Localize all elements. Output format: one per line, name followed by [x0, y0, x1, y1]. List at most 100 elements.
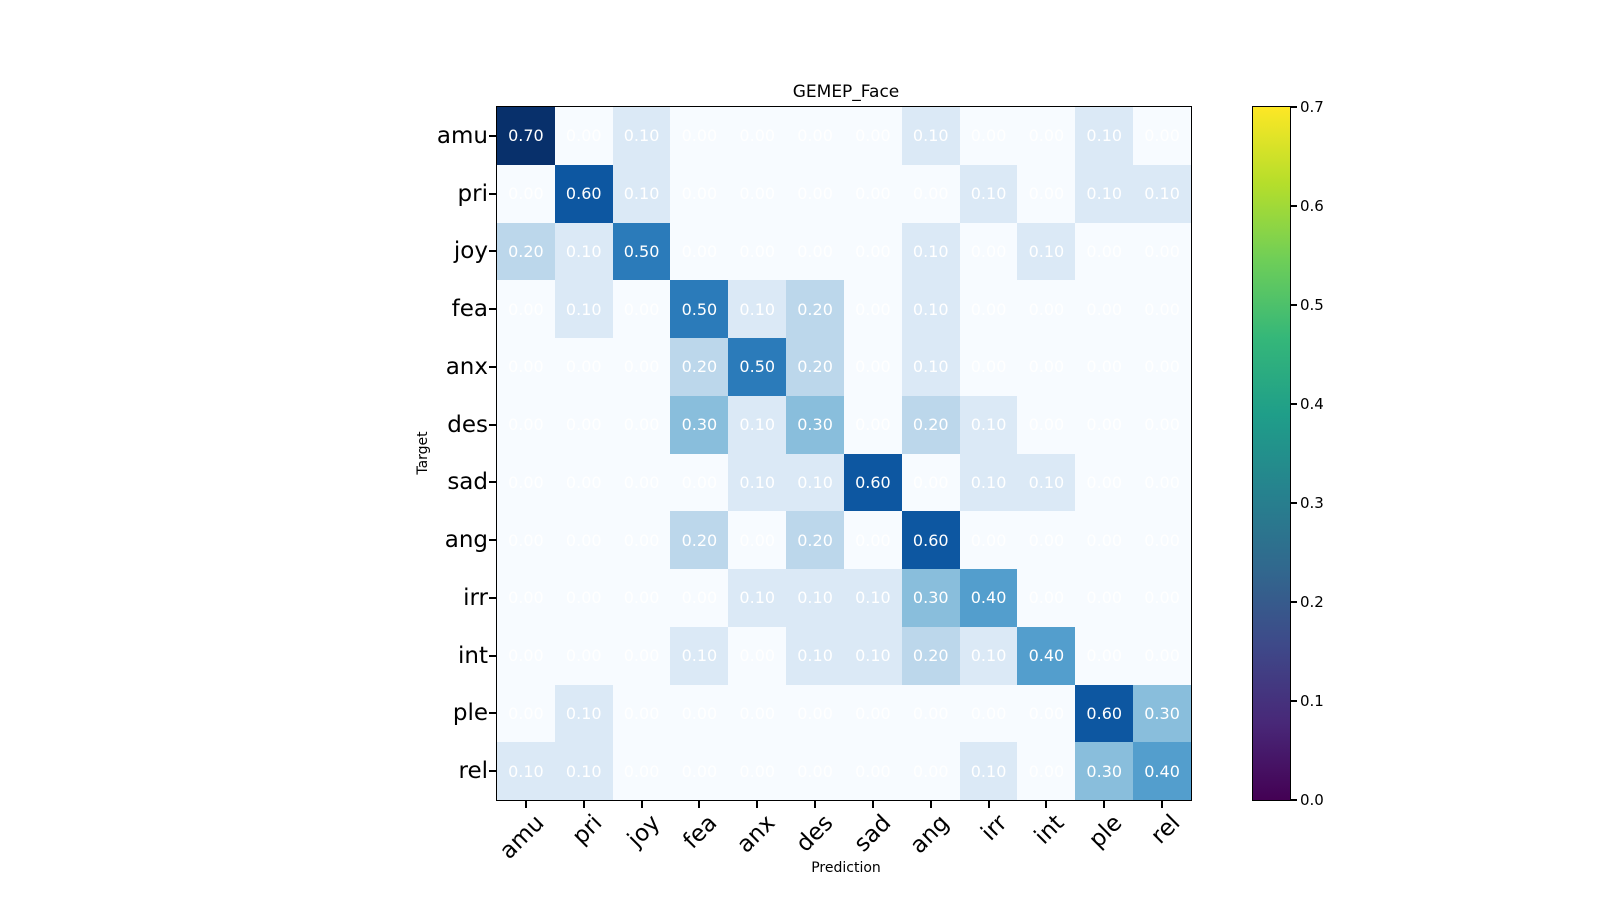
x-tick-label: pri	[567, 810, 608, 850]
heatmap-cell: 0.00	[1017, 338, 1076, 396]
heatmap-cell: 0.70	[497, 107, 555, 165]
heatmap-cell: 0.00	[1133, 569, 1191, 627]
colorbar-tick-mark	[1291, 106, 1297, 108]
heatmap-cell: 0.10	[786, 626, 844, 685]
heatmap-cell: 0.60	[1075, 684, 1134, 743]
heatmap-cell: 0.10	[786, 569, 844, 627]
y-tick-mark	[489, 596, 496, 599]
colorbar-tick-label: 0.7	[1300, 98, 1324, 116]
heatmap-cell: 0.30	[786, 395, 844, 454]
y-tick-label: fea	[451, 296, 488, 323]
heatmap-cell: 0.00	[1017, 742, 1076, 800]
heatmap-cell: 0.10	[959, 742, 1018, 800]
heatmap-cell: 0.00	[1075, 338, 1134, 396]
heatmap-cell: 0.10	[612, 107, 671, 165]
heatmap-cell: 0.00	[670, 222, 729, 281]
heatmap-cell: 0.10	[959, 453, 1018, 512]
heatmap-cell: 0.00	[959, 107, 1018, 165]
y-tick-label: int	[458, 642, 488, 669]
heatmap-cell: 0.00	[1075, 453, 1134, 512]
heatmap-cell: 0.00	[497, 684, 555, 743]
heatmap-cell: 0.00	[1075, 569, 1134, 627]
heatmap-cell: 0.00	[728, 164, 787, 223]
heatmap-cell: 0.00	[1133, 453, 1191, 512]
colorbar-tick-mark	[1291, 502, 1297, 504]
heatmap-cell: 0.20	[786, 511, 844, 569]
heatmap-cell: 0.10	[1017, 453, 1076, 512]
colorbar-tick-mark	[1291, 799, 1297, 801]
heatmap-cell: 0.60	[901, 511, 960, 569]
heatmap-cell: 0.00	[670, 164, 729, 223]
heatmap-cell: 0.00	[786, 164, 844, 223]
heatmap-cell: 0.00	[670, 569, 729, 627]
heatmap-cell: 0.00	[1017, 164, 1076, 223]
y-tick-label: anx	[445, 353, 488, 380]
heatmap-cell: 0.00	[1075, 511, 1134, 569]
colorbar-gradient	[1253, 107, 1290, 800]
heatmap-cell: 0.00	[1017, 569, 1076, 627]
heatmap-cell: 0.00	[901, 684, 960, 743]
heatmap-cell: 0.00	[554, 395, 613, 454]
heatmap-cell: 0.10	[497, 742, 555, 800]
heatmap-cell: 0.00	[1133, 222, 1191, 281]
y-tick-mark	[489, 192, 496, 195]
x-tick-label: irr	[975, 810, 1012, 846]
y-tick-label: amu	[436, 122, 488, 149]
heatmap-cell: 0.40	[1017, 626, 1076, 685]
heatmap-cell: 0.00	[843, 742, 902, 800]
heatmap-cell: 0.10	[554, 280, 613, 338]
heatmap-cell: 0.10	[843, 569, 902, 627]
y-tick-mark	[489, 365, 496, 368]
heatmap-cell: 0.00	[612, 453, 671, 512]
x-tick-mark	[814, 801, 817, 808]
x-tick-mark	[524, 801, 527, 808]
heatmap-cell: 0.40	[959, 569, 1018, 627]
y-tick-label: sad	[447, 469, 488, 496]
heatmap-cell: 0.10	[959, 164, 1018, 223]
x-tick-mark	[756, 801, 759, 808]
heatmap-cell: 0.00	[612, 684, 671, 743]
x-tick-mark	[1161, 801, 1164, 808]
heatmap-cell: 0.00	[959, 338, 1018, 396]
colorbar-tick-mark	[1291, 601, 1297, 603]
heatmap-grid: 0.70 0.00 0.10 0.00 0.00 0.00 0.00 0.10 0.00 0.00…	[496, 106, 1192, 801]
heatmap-cell: 0.00	[554, 511, 613, 569]
heatmap-cell: 0.00	[497, 164, 555, 223]
heatmap-cell: 0.00	[728, 107, 787, 165]
y-tick-label: ang	[444, 527, 488, 554]
heatmap-cell: 0.00	[554, 338, 613, 396]
y-tick-mark	[489, 134, 496, 137]
heatmap-cell: 0.30	[901, 569, 960, 627]
heatmap-cell: 0.10	[901, 107, 960, 165]
heatmap-cell: 0.20	[670, 338, 729, 396]
heatmap-cell: 0.00	[843, 164, 902, 223]
heatmap-cell: 0.20	[497, 222, 555, 281]
heatmap-cell: 0.00	[612, 511, 671, 569]
x-axis-label: Prediction	[811, 860, 881, 876]
heatmap-cell: 0.10	[901, 338, 960, 396]
heatmap-cell: 0.10	[1017, 222, 1076, 281]
heatmap-cell: 0.10	[1075, 164, 1134, 223]
heatmap-cell: 0.30	[1133, 684, 1191, 743]
heatmap-cell: 0.00	[670, 684, 729, 743]
heatmap-cell: 0.00	[612, 395, 671, 454]
heatmap-cell: 0.20	[786, 280, 844, 338]
x-tick-label: fea	[678, 810, 723, 855]
heatmap-cell: 0.10	[901, 280, 960, 338]
heatmap-cell: 0.10	[554, 684, 613, 743]
heatmap-cell: 0.00	[1017, 511, 1076, 569]
x-tick-mark	[871, 801, 874, 808]
x-tick-mark	[640, 801, 643, 808]
heatmap-cell: 0.20	[901, 626, 960, 685]
x-tick-label: sad	[849, 810, 897, 858]
x-tick-label: rel	[1146, 810, 1186, 850]
heatmap-cell: 0.00	[1133, 107, 1191, 165]
heatmap-cell: 0.00	[554, 453, 613, 512]
heatmap-cell: 0.00	[728, 626, 787, 685]
heatmap-cell: 0.10	[728, 569, 787, 627]
heatmap-cell: 0.20	[786, 338, 844, 396]
x-tick-label: ang	[905, 810, 955, 859]
colorbar-tick-label: 0.6	[1300, 197, 1324, 215]
heatmap-cell: 0.00	[497, 511, 555, 569]
x-tick-mark	[1103, 801, 1106, 808]
